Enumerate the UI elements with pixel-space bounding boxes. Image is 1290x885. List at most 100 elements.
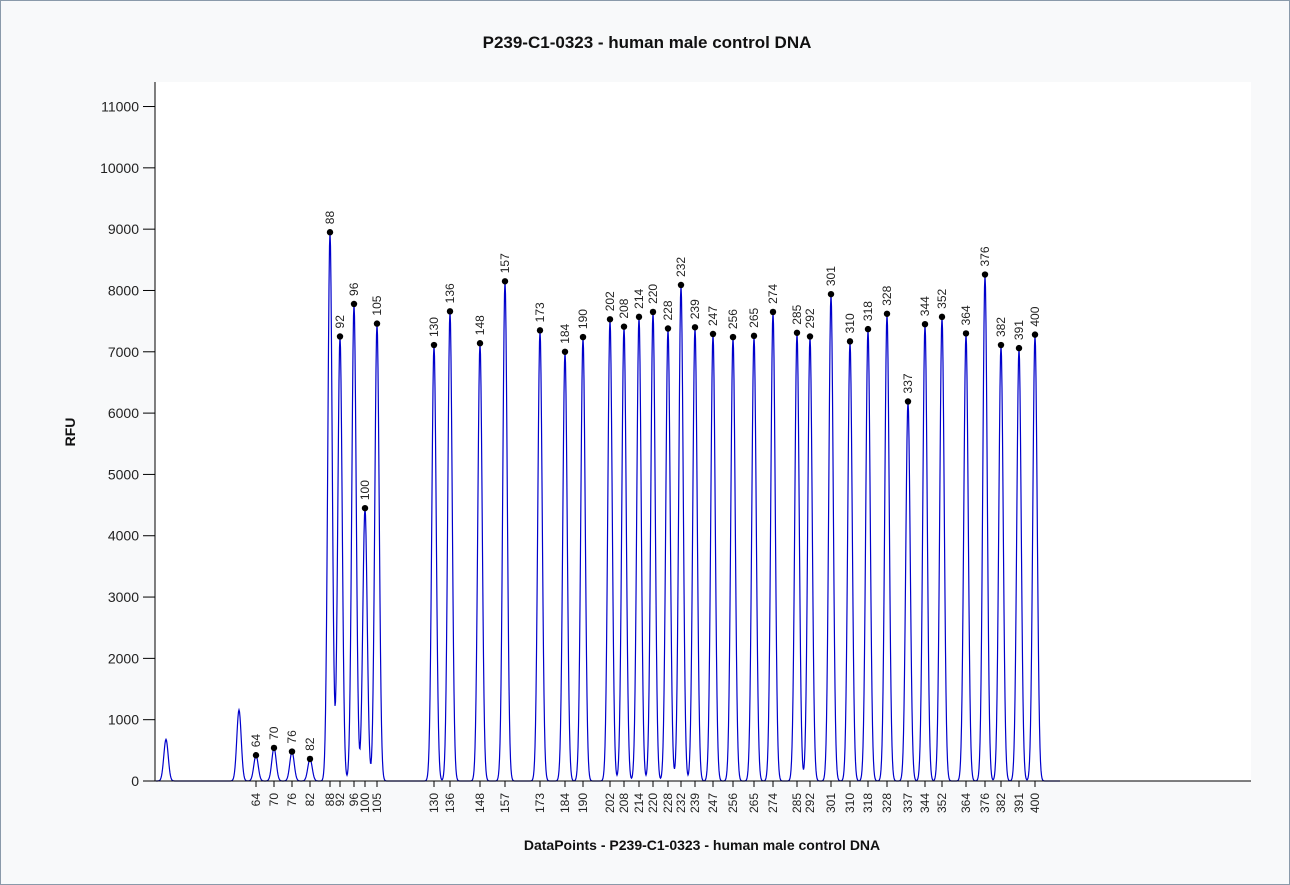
- x-tick-label: 265: [747, 793, 761, 813]
- peak-marker: [729, 333, 737, 341]
- peak-label: 157: [498, 253, 512, 273]
- x-tick-label: 148: [473, 793, 487, 813]
- peak-marker: [709, 330, 717, 338]
- y-tick-label: 0: [131, 773, 139, 789]
- x-tick-label: 337: [901, 793, 915, 813]
- x-tick-label: 318: [861, 793, 875, 813]
- peak-label: 364: [959, 305, 973, 325]
- x-tick-label: 214: [632, 793, 646, 813]
- peak-label: 301: [824, 266, 838, 286]
- peak-label: 391: [1012, 320, 1026, 340]
- y-tick-label: 5000: [108, 466, 139, 482]
- peak-marker: [430, 341, 438, 349]
- peak-marker: [536, 327, 544, 334]
- peak-marker: [326, 229, 334, 236]
- y-axis-label: RFU: [62, 418, 78, 447]
- peak-marker: [883, 310, 891, 317]
- peak-label: 76: [285, 730, 299, 744]
- peak-marker: [827, 290, 835, 298]
- peak-label: 310: [843, 313, 857, 333]
- peak-marker: [476, 340, 484, 347]
- peak-marker: [1015, 344, 1023, 352]
- x-tick-label: 382: [994, 793, 1008, 813]
- peak-marker: [446, 308, 454, 315]
- peak-marker: [1031, 331, 1039, 338]
- x-axis-label: DataPoints - P239-C1-0323 - human male c…: [524, 837, 880, 853]
- x-tick-label: 88: [323, 793, 337, 807]
- peak-label: 202: [603, 291, 617, 311]
- x-tick-label: 173: [533, 793, 547, 813]
- x-tick-label: 157: [498, 793, 512, 813]
- peak-label: 285: [790, 304, 804, 324]
- peak-label: 173: [533, 302, 547, 322]
- y-tick-label: 11000: [101, 99, 139, 115]
- x-tick-label: 96: [347, 793, 361, 807]
- x-tick-label: 105: [370, 793, 384, 813]
- x-tick-label: 220: [646, 793, 660, 813]
- peak-label: 292: [803, 308, 817, 328]
- peak-marker: [252, 752, 260, 759]
- x-tick-label: 364: [959, 793, 973, 813]
- x-tick-label: 391: [1012, 793, 1026, 813]
- peak-marker: [606, 316, 614, 323]
- peak-marker: [938, 313, 946, 321]
- x-tick-label: 328: [880, 793, 894, 813]
- x-tick-label: 352: [935, 793, 949, 813]
- peak-marker: [981, 271, 989, 278]
- peak-marker: [361, 504, 369, 512]
- peak-label: 92: [333, 315, 347, 329]
- x-tick-label: 228: [661, 793, 675, 813]
- y-tick-label: 10000: [100, 160, 139, 176]
- peak-label: 184: [558, 323, 572, 343]
- peak-marker: [769, 308, 777, 316]
- peak-label: 64: [249, 734, 263, 748]
- x-tick-label: 208: [617, 793, 631, 813]
- x-tick-label: 130: [427, 793, 441, 813]
- x-tick-label: 202: [603, 793, 617, 813]
- plot-area: [155, 82, 1251, 781]
- peak-marker: [864, 325, 872, 333]
- peak-marker: [750, 332, 758, 340]
- x-tick-label: 292: [803, 793, 817, 813]
- peak-marker: [561, 348, 569, 355]
- peak-label: 239: [688, 299, 702, 319]
- peak-marker: [921, 320, 929, 328]
- peak-label: 400: [1028, 306, 1042, 326]
- x-tick-label: 82: [303, 793, 317, 807]
- peak-label: 318: [861, 301, 875, 321]
- chart-title: P239-C1-0323 - human male control DNA: [483, 33, 812, 52]
- y-tick-label: 6000: [108, 405, 139, 421]
- peak-label: 344: [918, 296, 932, 316]
- peak-marker: [620, 323, 628, 330]
- peak-marker: [962, 330, 970, 337]
- y-tick-label: 1000: [108, 712, 139, 728]
- peak-marker: [270, 744, 278, 752]
- peak-label: 328: [880, 285, 894, 305]
- peak-label: 130: [427, 317, 441, 337]
- peak-label: 247: [706, 306, 720, 326]
- x-tick-label: 76: [285, 793, 299, 807]
- peak-marker: [350, 300, 358, 308]
- peak-marker: [501, 278, 509, 285]
- x-tick-label: 190: [576, 793, 590, 813]
- peak-marker: [664, 325, 672, 332]
- peak-marker: [997, 341, 1005, 349]
- x-tick-label: 64: [249, 793, 263, 807]
- peak-marker: [336, 333, 344, 340]
- peak-label: 352: [935, 288, 949, 308]
- y-tick-label: 3000: [108, 589, 139, 605]
- peak-label: 376: [978, 246, 992, 266]
- peak-marker: [691, 324, 699, 331]
- x-tick-label: 247: [706, 793, 720, 813]
- peak-label: 337: [901, 373, 915, 393]
- peak-marker: [904, 398, 912, 405]
- peak-label: 214: [632, 288, 646, 308]
- peak-marker: [677, 281, 685, 289]
- y-tick-label: 2000: [108, 650, 139, 666]
- peak-label: 228: [661, 300, 675, 320]
- x-tick-label: 184: [558, 793, 572, 813]
- x-tick-label: 232: [674, 793, 688, 813]
